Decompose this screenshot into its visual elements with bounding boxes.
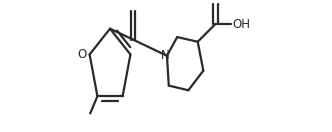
Text: N: N <box>161 49 170 62</box>
Text: O: O <box>78 48 87 61</box>
Text: OH: OH <box>232 18 250 30</box>
